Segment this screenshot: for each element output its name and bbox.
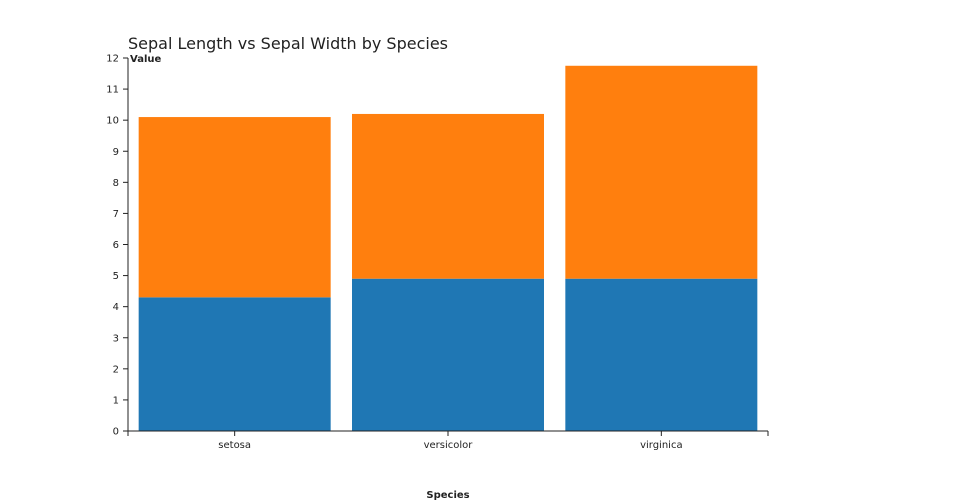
y-tick-label: 5	[113, 271, 119, 282]
x-tick-label: versicolor	[424, 440, 474, 451]
y-axis-title: Value	[130, 54, 161, 65]
bar-setosa-segment-2	[138, 117, 331, 298]
y-tick-label: 0	[113, 427, 119, 438]
x-axis-title: Species	[426, 490, 469, 500]
x-tick-label: setosa	[218, 440, 251, 451]
bar-virginica-segment-1	[565, 278, 758, 431]
chart-title: Sepal Length vs Sepal Width by Species	[128, 34, 448, 53]
bar-virginica-segment-2	[565, 65, 758, 279]
bar-setosa-segment-1	[138, 297, 331, 431]
y-tick-label: 9	[113, 147, 119, 158]
y-tick-label: 6	[113, 240, 119, 251]
y-tick-label: 1	[113, 395, 119, 406]
x-axis: setosa versicolor virginica	[127, 430, 769, 451]
y-tick-label: 4	[113, 302, 119, 313]
y-tick-label: 3	[113, 333, 119, 344]
bars	[138, 65, 758, 431]
y-tick-label: 7	[113, 209, 119, 220]
y-tick-label: 10	[106, 116, 119, 127]
y-tick-label: 2	[113, 364, 119, 375]
y-tick-label: 12	[106, 54, 119, 65]
y-tick-label: 8	[113, 178, 119, 189]
y-tick-label: 11	[106, 85, 119, 96]
bar-versicolor-segment-2	[352, 113, 544, 279]
x-tick-label: virginica	[640, 440, 683, 451]
bar-versicolor-segment-1	[352, 278, 544, 431]
